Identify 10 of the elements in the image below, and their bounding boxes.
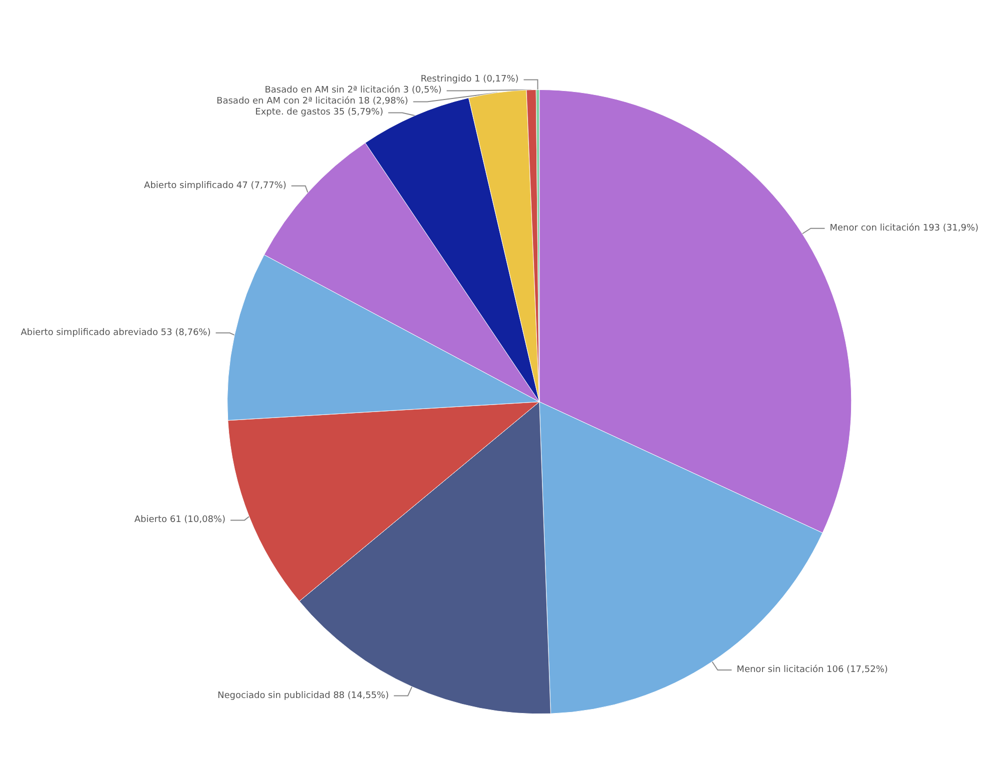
- slice-label: Basado en AM sin 2ª licitación 3 (0,5%): [264, 84, 442, 96]
- slice-label: Abierto simplificado abreviado 53 (8,76%): [20, 328, 211, 338]
- slice-label: Restringido 1 (0,17%): [420, 74, 519, 85]
- slice-label: Expte. de gastos 35 (5,79%): [255, 108, 384, 118]
- slice-label: Menor sin licitación 106 (17,52%): [736, 664, 888, 675]
- slice-label: Negociado sin publicidad 88 (14,55%): [218, 690, 389, 701]
- slice-label: Abierto simplificado 47 (7,77%): [144, 180, 286, 191]
- slice-label: Menor con licitación 193 (31,9%): [830, 222, 979, 234]
- slice-label: Basado en AM con 2ª licitación 18 (2,98%): [216, 96, 408, 107]
- slice-label: Abierto 61 (10,08%): [134, 515, 226, 526]
